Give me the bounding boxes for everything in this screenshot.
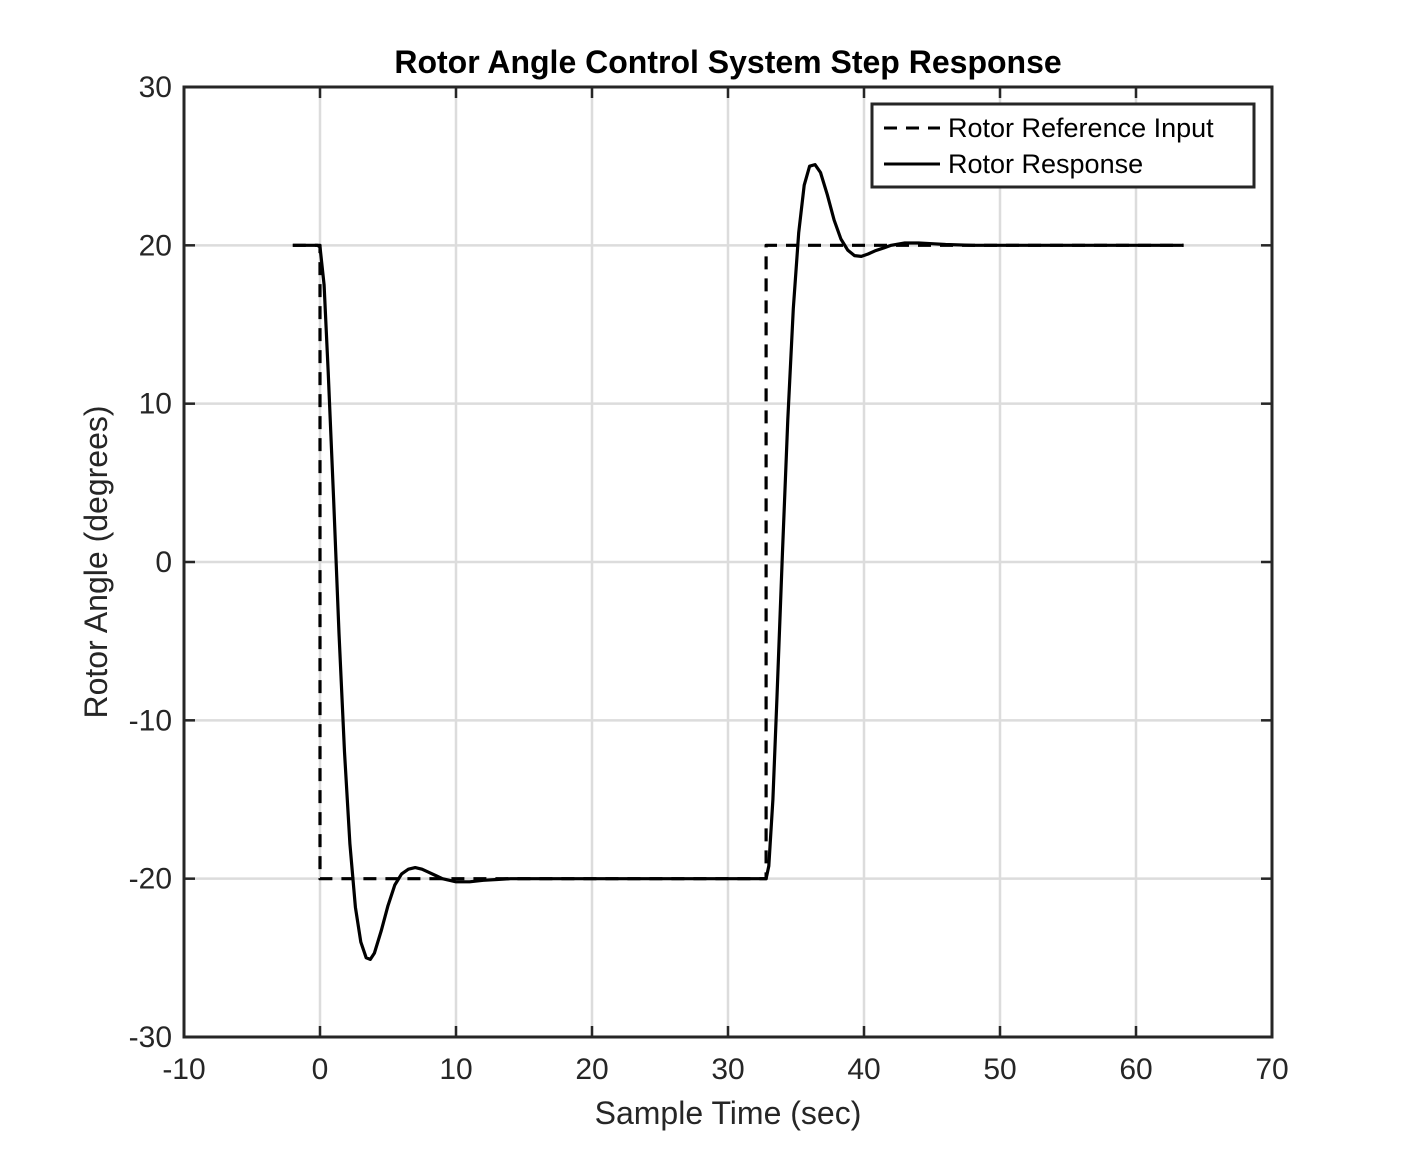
x-tick-label: -10 — [162, 1053, 205, 1086]
x-tick-label: 70 — [1255, 1053, 1288, 1086]
x-tick-label: 20 — [575, 1053, 608, 1086]
x-axis-label: Sample Time (sec) — [595, 1095, 862, 1131]
x-tick-label: 60 — [1119, 1053, 1152, 1086]
y-tick-label: 20 — [139, 229, 172, 262]
series-lines — [292, 163, 1184, 962]
legend-label-reference: Rotor Reference Input — [948, 113, 1214, 143]
y-tick-label: 30 — [139, 71, 172, 104]
y-tick-label: 10 — [139, 388, 172, 421]
series-line-rotor-response — [292, 163, 1184, 962]
x-tick-label: 30 — [711, 1053, 744, 1086]
tick-labels: -10 0 10 20 30 40 50 60 70 -30 -20 -10 0 10 20 30 — [129, 71, 1289, 1086]
y-tick-label: -10 — [129, 704, 172, 737]
y-tick-label: -30 — [129, 1021, 172, 1054]
x-tick-label: 50 — [983, 1053, 1016, 1086]
x-tick-label: 10 — [439, 1053, 472, 1086]
legend-box — [870, 102, 1256, 189]
y-axis-label: Rotor Angle (degrees) — [78, 405, 114, 718]
legend-label-response: Rotor Response — [948, 149, 1143, 179]
x-tick-label: 40 — [847, 1053, 880, 1086]
x-tick-label: 0 — [312, 1053, 329, 1086]
y-tick-label: 0 — [155, 546, 172, 579]
chart-title: Rotor Angle Control System Step Response — [394, 44, 1061, 80]
axis-ticks — [182, 85, 1274, 1039]
y-tick-label: -20 — [129, 863, 172, 896]
legend: Rotor Reference Input Rotor Response — [870, 102, 1256, 189]
